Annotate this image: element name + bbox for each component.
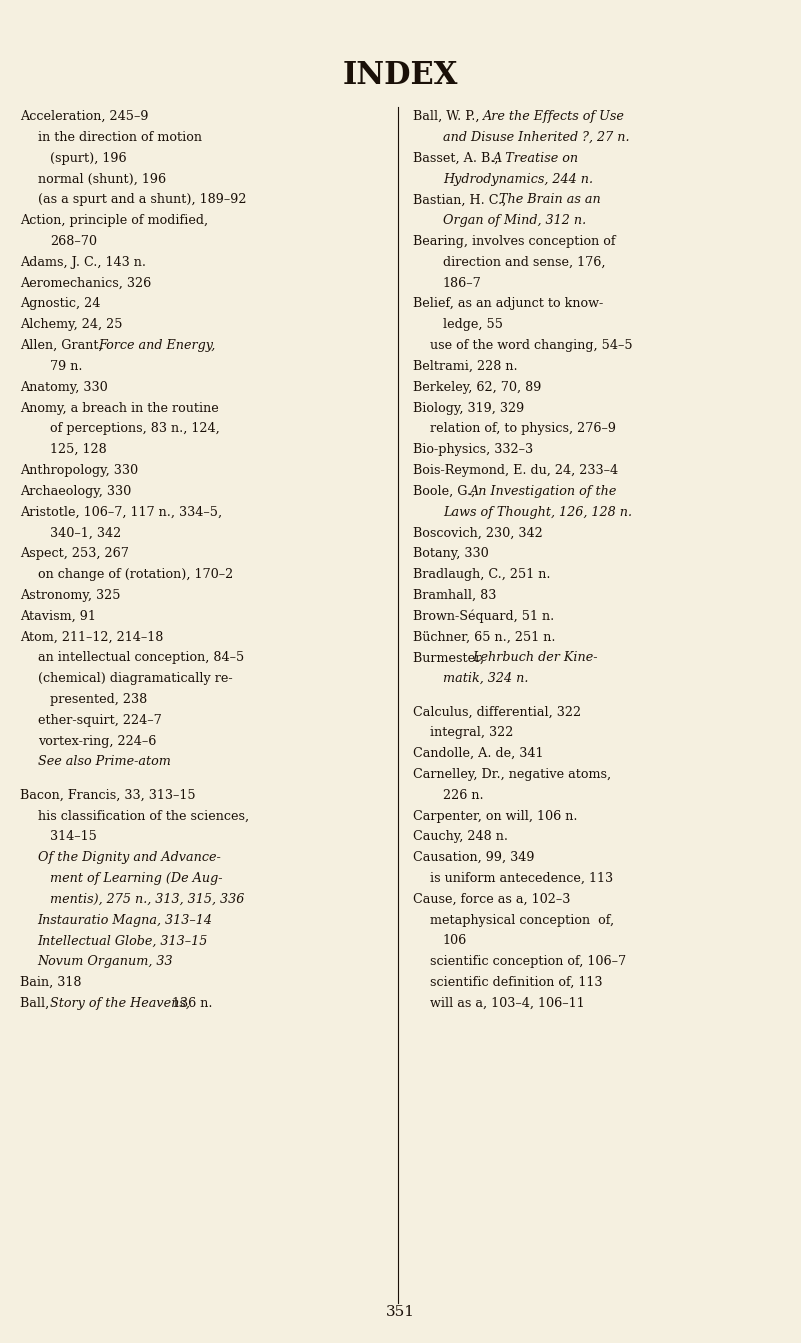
Text: Anthropology, 330: Anthropology, 330	[20, 463, 138, 477]
Text: A Treatise on: A Treatise on	[493, 152, 579, 165]
Text: Atavism, 91: Atavism, 91	[20, 610, 96, 623]
Text: (chemical) diagramatically re­: (chemical) diagramatically re­	[38, 672, 232, 685]
Text: Adams, J. C., 143 n.: Adams, J. C., 143 n.	[20, 255, 146, 269]
Text: matik, 324 n.: matik, 324 n.	[443, 672, 529, 685]
Text: Acceleration, 245–9: Acceleration, 245–9	[20, 110, 148, 124]
Text: relation of, to physics, 276–9: relation of, to physics, 276–9	[430, 422, 616, 435]
Text: use of the word changing, 54–5: use of the word changing, 54–5	[430, 338, 633, 352]
Text: ether-squirt, 224–7: ether-squirt, 224–7	[38, 713, 161, 727]
Text: of perceptions, 83 n., 124,: of perceptions, 83 n., 124,	[50, 422, 220, 435]
Text: Aeromechanics, 326: Aeromechanics, 326	[20, 277, 151, 290]
Text: is uniform antecedence, 113: is uniform antecedence, 113	[430, 872, 614, 885]
Text: Force and Energy,: Force and Energy,	[99, 338, 215, 352]
Text: ment of Learning (De Aug­: ment of Learning (De Aug­	[50, 872, 223, 885]
Text: Boole, G.,: Boole, G.,	[413, 485, 479, 498]
Text: Intellectual Globe, 313–15: Intellectual Globe, 313–15	[38, 935, 208, 947]
Text: normal (shunt), 196: normal (shunt), 196	[38, 172, 166, 185]
Text: Of the Dignity and Advance­: Of the Dignity and Advance­	[38, 851, 220, 864]
Text: 79 n.: 79 n.	[50, 360, 83, 373]
Text: Beltrami, 228 n.: Beltrami, 228 n.	[413, 360, 517, 373]
Text: Action, principle of modified,: Action, principle of modified,	[20, 214, 208, 227]
Text: Astronomy, 325: Astronomy, 325	[20, 588, 120, 602]
Text: Botany, 330: Botany, 330	[413, 547, 489, 560]
Text: 340–1, 342: 340–1, 342	[50, 526, 122, 540]
Text: Organ of Mind, 312 n.: Organ of Mind, 312 n.	[443, 214, 586, 227]
Text: mentis), 275 n., 313, 315, 336: mentis), 275 n., 313, 315, 336	[50, 893, 245, 905]
Text: Archaeology, 330: Archaeology, 330	[20, 485, 131, 498]
Text: Büchner, 65 n., 251 n.: Büchner, 65 n., 251 n.	[413, 630, 555, 643]
Text: Lehrbuch der Kine­: Lehrbuch der Kine­	[473, 651, 598, 665]
Text: Laws of Thought, 126, 128 n.: Laws of Thought, 126, 128 n.	[443, 505, 632, 518]
Text: (as a spurt and a shunt), 189–92: (as a spurt and a shunt), 189–92	[38, 193, 246, 207]
Text: Alchemy, 24, 25: Alchemy, 24, 25	[20, 318, 123, 332]
Text: 125, 128: 125, 128	[50, 443, 107, 457]
Text: Aristotle, 106–7, 117 n., 334–5,: Aristotle, 106–7, 117 n., 334–5,	[20, 505, 222, 518]
Text: scientific conception of, 106–7: scientific conception of, 106–7	[430, 955, 626, 968]
Text: Burmester,: Burmester,	[413, 651, 488, 665]
Text: The Brain as an: The Brain as an	[499, 193, 601, 207]
Text: 268–70: 268–70	[50, 235, 98, 248]
Text: scientific definition of, 113: scientific definition of, 113	[430, 976, 602, 988]
Text: 314–15: 314–15	[50, 830, 98, 843]
Text: Agnostic, 24: Agnostic, 24	[20, 297, 100, 310]
Text: 351: 351	[386, 1305, 415, 1319]
Text: Brown-Séquard, 51 n.: Brown-Séquard, 51 n.	[413, 610, 553, 623]
Text: Are the Effects of Use: Are the Effects of Use	[483, 110, 625, 124]
Text: Belief, as an adjunct to know­: Belief, as an adjunct to know­	[413, 297, 603, 310]
Text: integral, 322: integral, 322	[430, 727, 513, 739]
Text: an intellectual conception, 84–5: an intellectual conception, 84–5	[38, 651, 244, 665]
Text: See also Prime-atom: See also Prime-atom	[38, 755, 171, 768]
Text: Hydrodynamics, 244 n.: Hydrodynamics, 244 n.	[443, 172, 593, 185]
Text: will as a, 103–4, 106–11: will as a, 103–4, 106–11	[430, 997, 585, 1010]
Text: 186–7: 186–7	[443, 277, 481, 290]
Text: Atom, 211–12, 214–18: Atom, 211–12, 214–18	[20, 630, 163, 643]
Text: metaphysical conception  of,: metaphysical conception of,	[430, 913, 614, 927]
Text: INDEX: INDEX	[343, 60, 458, 91]
Text: his classification of the sciences,: his classification of the sciences,	[38, 810, 249, 822]
Text: Bradlaugh, C., 251 n.: Bradlaugh, C., 251 n.	[413, 568, 550, 582]
Text: 136 n.: 136 n.	[168, 997, 213, 1010]
Text: Bearing, involves conception of: Bearing, involves conception of	[413, 235, 615, 248]
Text: Calculus, differential, 322: Calculus, differential, 322	[413, 705, 581, 719]
Text: Cause, force as a, 102–3: Cause, force as a, 102–3	[413, 893, 570, 905]
Text: Ball, W. P.,: Ball, W. P.,	[413, 110, 483, 124]
Text: Instauratio Magna, 313–14: Instauratio Magna, 313–14	[38, 913, 212, 927]
Text: Boscovich, 230, 342: Boscovich, 230, 342	[413, 526, 542, 540]
Text: Bacon, Francis, 33, 313–15: Bacon, Francis, 33, 313–15	[20, 788, 195, 802]
Text: Basset, A. B.,: Basset, A. B.,	[413, 152, 502, 165]
Text: Aspect, 253, 267: Aspect, 253, 267	[20, 547, 129, 560]
Text: (spurt), 196: (spurt), 196	[50, 152, 127, 165]
Text: Bramhall, 83: Bramhall, 83	[413, 588, 496, 602]
Text: direction and sense, 176,: direction and sense, 176,	[443, 255, 606, 269]
Text: and Disuse Inherited ?, 27 n.: and Disuse Inherited ?, 27 n.	[443, 130, 630, 144]
Text: Anatomy, 330: Anatomy, 330	[20, 380, 108, 393]
Text: Bastian, H. C.,: Bastian, H. C.,	[413, 193, 509, 207]
Text: 226 n.: 226 n.	[443, 788, 484, 802]
Text: Anomy, a breach in the routine: Anomy, a breach in the routine	[20, 402, 219, 415]
Text: Story of the Heavens,: Story of the Heavens,	[50, 997, 191, 1010]
Text: Carnelley, Dr., negative atoms,: Carnelley, Dr., negative atoms,	[413, 768, 610, 780]
Text: Novum Organum, 33: Novum Organum, 33	[38, 955, 173, 968]
Text: on change of (rotation), 170–2: on change of (rotation), 170–2	[38, 568, 233, 582]
Text: in the direction of motion: in the direction of motion	[38, 130, 202, 144]
Text: Berkeley, 62, 70, 89: Berkeley, 62, 70, 89	[413, 380, 541, 393]
Text: 106: 106	[443, 935, 467, 947]
Text: vortex-ring, 224–6: vortex-ring, 224–6	[38, 735, 156, 748]
Text: Bain, 318: Bain, 318	[20, 976, 82, 988]
Text: ledge, 55: ledge, 55	[443, 318, 503, 332]
Text: An Investigation of the: An Investigation of the	[470, 485, 618, 498]
Text: Causation, 99, 349: Causation, 99, 349	[413, 851, 534, 864]
Text: presented, 238: presented, 238	[50, 693, 147, 706]
Text: Carpenter, on will, 106 n.: Carpenter, on will, 106 n.	[413, 810, 577, 822]
Text: Bois-Reymond, E. du, 24, 233–4: Bois-Reymond, E. du, 24, 233–4	[413, 463, 618, 477]
Text: Bio-physics, 332–3: Bio-physics, 332–3	[413, 443, 533, 457]
Text: Cauchy, 248 n.: Cauchy, 248 n.	[413, 830, 508, 843]
Text: Candolle, A. de, 341: Candolle, A. de, 341	[413, 747, 543, 760]
Text: Biology, 319, 329: Biology, 319, 329	[413, 402, 524, 415]
Text: Ball,: Ball,	[20, 997, 54, 1010]
Text: Allen, Grant,: Allen, Grant,	[20, 338, 107, 352]
